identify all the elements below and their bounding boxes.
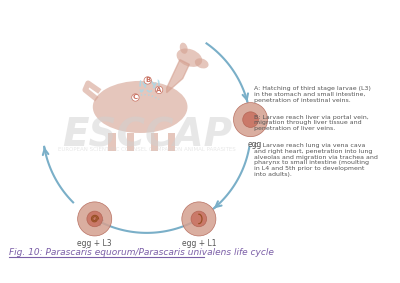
Text: C: C (133, 95, 138, 100)
Circle shape (78, 202, 112, 236)
Bar (108, 132, 116, 151)
Text: A: A (156, 87, 162, 93)
Polygon shape (167, 60, 189, 93)
Ellipse shape (176, 48, 202, 67)
Bar (127, 132, 134, 151)
Text: C: Larvae reach lung via vena cava
and right heart, penetration into lung
alveol: C: Larvae reach lung via vena cava and r… (254, 143, 378, 177)
Circle shape (87, 211, 102, 227)
Circle shape (191, 211, 207, 227)
Ellipse shape (180, 43, 188, 54)
Text: Fig. 10: Parascaris equorum/Parascaris univalens life cycle: Fig. 10: Parascaris equorum/Parascaris u… (10, 248, 274, 257)
Text: egg + L1: egg + L1 (182, 239, 216, 248)
Text: EUROPEAN SCIENTIFIC COUNSEL COMPANION ANIMAL PARASITES: EUROPEAN SCIENTIFIC COUNSEL COMPANION AN… (58, 147, 236, 152)
Circle shape (182, 202, 216, 236)
Ellipse shape (93, 81, 188, 133)
Bar (168, 132, 175, 151)
Circle shape (234, 103, 268, 137)
Text: A: Hatching of third stage larvae (L3)
in the stomach and small intestine,
penet: A: Hatching of third stage larvae (L3) i… (254, 86, 371, 103)
Text: egg + L3: egg + L3 (77, 239, 112, 248)
Text: B: B (145, 78, 150, 83)
Text: B: Larvae reach liver via portal vein,
migration through liver tissue and
penetr: B: Larvae reach liver via portal vein, m… (254, 115, 368, 131)
Text: ESCCAP: ESCCAP (62, 116, 232, 154)
Circle shape (243, 112, 258, 127)
Text: egg: egg (248, 140, 262, 149)
Bar (150, 132, 158, 151)
Ellipse shape (195, 58, 208, 68)
